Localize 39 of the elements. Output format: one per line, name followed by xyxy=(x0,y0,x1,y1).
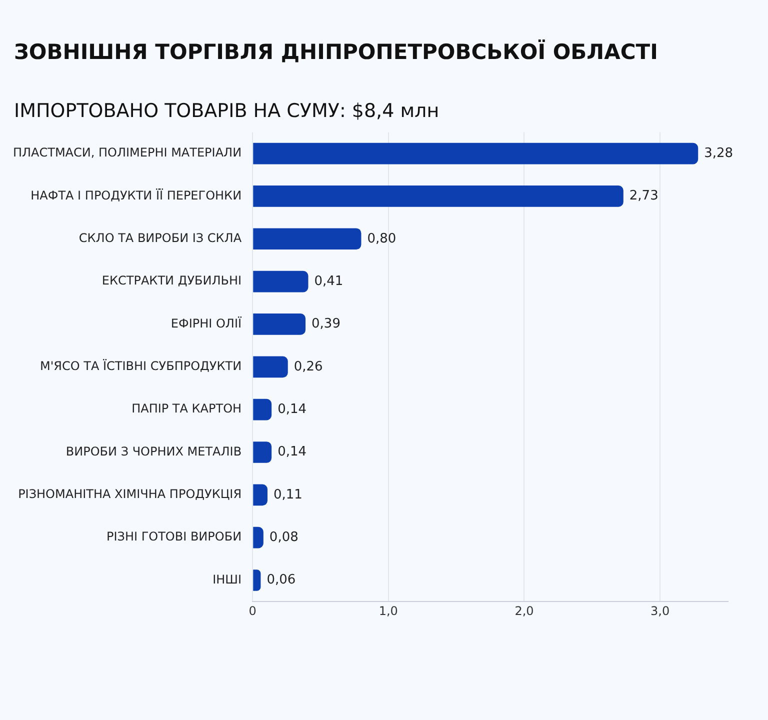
y-tick-label: М'ЯСО ТА ЇСТІВНІ СУБПРОДУКТИ xyxy=(40,359,242,374)
y-tick-label: ВИРОБИ З ЧОРНИХ МЕТАЛІВ xyxy=(66,444,242,458)
data-label: 0,41 xyxy=(314,274,344,289)
data-label: 0,80 xyxy=(367,231,396,246)
bar xyxy=(253,570,261,591)
chart-title: ЗОВНІШНЯ ТОРГІВЛЯ ДНІПРОПЕТРОВСЬКОЇ ОБЛАСТІ xyxy=(14,40,659,64)
y-tick-label: ЕФІРНІ ОЛІЇ xyxy=(170,316,242,330)
bar xyxy=(253,356,288,378)
data-label: 0,14 xyxy=(278,444,307,460)
bar xyxy=(253,142,698,164)
x-tick-label: 3,0 xyxy=(650,604,670,618)
data-label: 0,39 xyxy=(312,316,340,332)
bar xyxy=(253,314,306,335)
y-tick-label: СКЛО ТА ВИРОБИ ІЗ СКЛА xyxy=(78,231,242,246)
data-label: 0,11 xyxy=(273,487,302,502)
bar xyxy=(253,186,624,207)
data-label: 3,28 xyxy=(704,146,734,161)
data-label: 0,06 xyxy=(266,572,296,588)
y-tick-label: ІНШІ xyxy=(212,572,242,586)
y-tick-label: ПЛАСТМАСИ, ПОЛІМЕРНІ МАТЕРІАЛИ xyxy=(12,146,242,160)
y-tick-label: НАФТА І ПРОДУКТИ ЇЇ ПЕРЕГОНКИ xyxy=(30,188,242,202)
y-tick-label: РІЗНОМАНІТНА ХІМІЧНА ПРОДУКЦІЯ xyxy=(18,487,242,502)
y-tick-label: ПАПІР ТА КАРТОН xyxy=(132,402,242,416)
y-tick-label: ЕКСТРАКТИ ДУБИЛЬНІ xyxy=(102,274,242,288)
chart-subtitle: ІМПОРТОВАНО ТОВАРІВ НА СУМУ: $8,4 млн xyxy=(14,100,440,122)
data-label: 0,08 xyxy=(269,530,298,545)
data-label: 2,73 xyxy=(629,188,658,204)
y-tick-label: РІЗНІ ГОТОВІ ВИРОБИ xyxy=(106,530,242,544)
data-label: 0,26 xyxy=(294,359,323,374)
bar xyxy=(253,270,308,292)
x-tick-label: 1,0 xyxy=(378,604,398,618)
bar xyxy=(253,526,264,548)
x-tick-label: 2,0 xyxy=(514,604,534,618)
bar xyxy=(253,484,268,506)
data-label: 0,14 xyxy=(278,402,307,417)
bar xyxy=(253,228,362,250)
bar xyxy=(253,442,272,463)
x-tick-label: 0 xyxy=(248,604,256,618)
bar xyxy=(253,398,272,420)
